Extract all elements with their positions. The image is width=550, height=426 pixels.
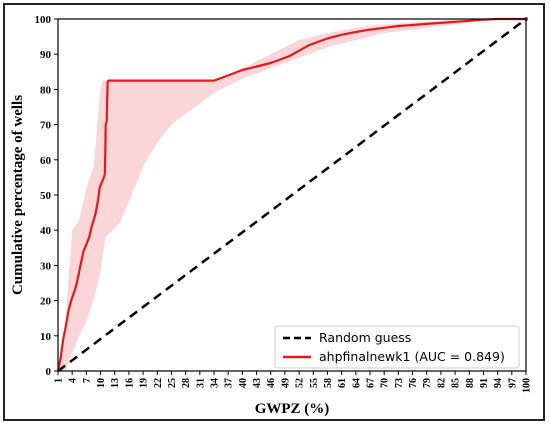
y-tick-label: 50 [40,190,52,202]
series-random-guess [57,18,527,372]
x-tick-label: 19 [139,378,150,388]
confidence-band [58,19,526,371]
x-tick-label: 49 [280,378,291,388]
confidence-band-layer [58,19,526,371]
x-tick-label: 61 [337,378,348,388]
x-tick-label: 76 [408,378,419,388]
y-tick-label: 0 [46,366,52,378]
x-tick-label: 97 [507,378,518,388]
x-tick-label: 13 [110,378,121,388]
x-tick-label: 91 [479,378,490,388]
legend-label-random-guess: Random guess [319,330,411,345]
x-tick-label: 34 [210,378,221,388]
x-tick-label: 52 [295,378,306,388]
legend: Random guess ahpfinalnewk1 (AUC = 0.849) [274,325,520,369]
x-tick-label: 1 [54,378,65,383]
y-tick-label: 90 [40,49,52,61]
legend-box [274,325,520,369]
x-tick-label: 79 [422,378,433,388]
chart-frame [3,3,545,421]
y-tick-label: 100 [35,14,52,26]
y-tick-label: 80 [40,84,52,96]
x-tick-label: 4 [68,378,79,383]
x-tick-label: 70 [380,378,391,388]
y-axis-title: Cumulative percentage of wells [10,95,26,295]
x-tick-label: 94 [493,378,504,388]
x-tick-label: 88 [465,378,476,388]
x-tick-label: 16 [124,378,135,388]
y-tick-label: 70 [40,120,52,132]
x-tick-label: 58 [323,378,334,388]
series-layer [56,17,528,372]
x-tick-label: 37 [224,378,235,388]
x-tick-label: 22 [153,378,164,388]
x-tick-label: 46 [266,378,277,388]
x-tick-label: 67 [366,378,377,388]
x-axis-title: GWPZ (%) [255,401,330,417]
x-tick-label: 25 [167,378,178,388]
x-tick-label: 73 [394,378,405,388]
x-tick-label: 31 [195,378,206,388]
x-tick-label: 55 [309,378,320,388]
y-tick-label: 30 [40,260,52,272]
x-tick-label: 43 [252,378,263,388]
series-model-roc [56,17,526,372]
x-tick-label: 10 [96,378,107,388]
legend-label-model: ahpfinalnewk1 (AUC = 0.849) [319,349,505,364]
x-tick-label: 28 [181,378,192,388]
x-tick-label: 40 [238,378,249,388]
y-tick-label: 20 [40,296,52,308]
x-tick-label: 7 [82,378,93,383]
x-tick-label: 82 [436,378,447,388]
x-tick-label: 100 [522,378,533,393]
y-tick-label: 40 [40,225,52,237]
x-tick-label: 85 [451,378,462,388]
x-tick-label: 64 [351,378,362,388]
y-tick-label: 10 [40,331,52,343]
y-tick-label: 60 [40,155,52,167]
